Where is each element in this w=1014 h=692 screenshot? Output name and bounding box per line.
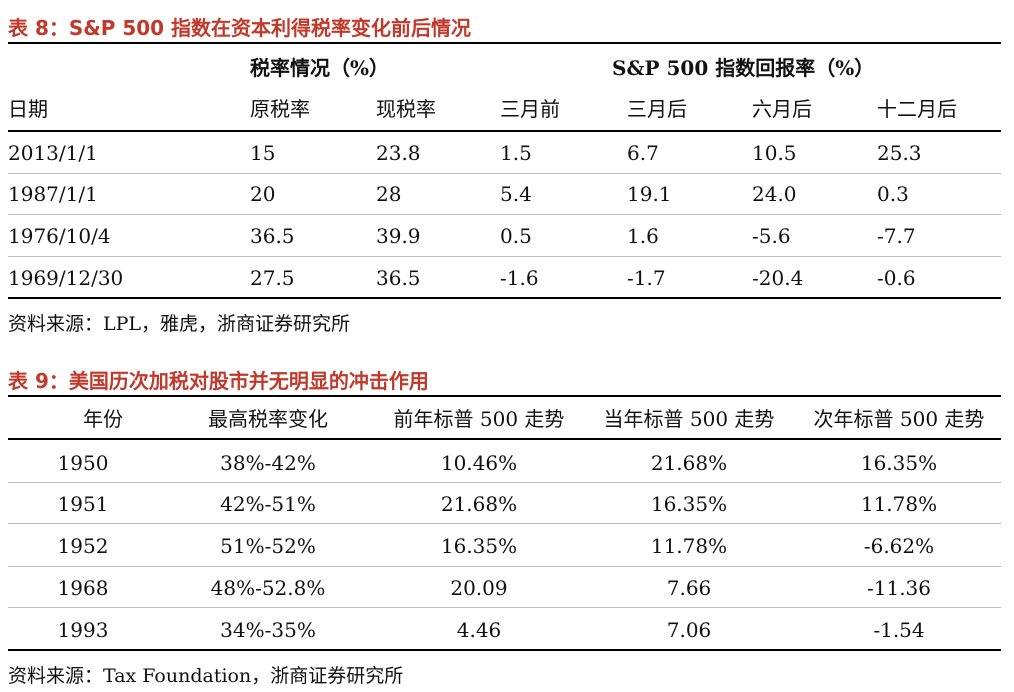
table-cell: 42%-51% [220, 492, 316, 516]
table-9-header-prior-year: 前年标普 500 走势 [393, 407, 565, 431]
table-8-group-tax-rate: 税率情况（%） [250, 56, 390, 80]
table-cell: 1951 [57, 492, 109, 516]
table-cell: 27.5 [250, 266, 295, 290]
table-cell: 20 [250, 182, 276, 206]
table-cell: -1.54 [873, 618, 925, 642]
table-cell: 11.78% [860, 492, 938, 516]
table-cell: -1.7 [627, 266, 666, 290]
table-cell: -7.7 [877, 224, 916, 248]
table-cell: 21.68% [650, 451, 728, 475]
row-divider [8, 566, 1001, 567]
table-cell: -6.62% [863, 534, 935, 558]
table-cell: 0.5 [500, 224, 532, 248]
table-cell: 34%-35% [220, 618, 316, 642]
table-cell: 1987/1/1 [8, 182, 98, 206]
row-divider [8, 214, 1001, 215]
table-cell: 23.8 [376, 141, 421, 165]
table-8-top-rule [8, 42, 1001, 44]
row-divider [8, 173, 1001, 174]
table-9-header-next-year: 次年标普 500 走势 [813, 407, 985, 431]
table-cell: 0.3 [877, 182, 909, 206]
table-cell: 25.3 [877, 141, 922, 165]
table-9-source: 资料来源：Tax Foundation，浙商证券研究所 [8, 665, 404, 687]
table-cell: 36.5 [376, 266, 421, 290]
table-9-header-rule [8, 438, 1001, 440]
table-8-header-old-rate: 原税率 [250, 97, 310, 121]
table-8-header-rule [8, 130, 1001, 132]
table-8-header-3m-after: 三月后 [627, 97, 687, 121]
table-cell: 1993 [57, 618, 109, 642]
row-divider [8, 607, 1001, 608]
table-cell: 7.06 [666, 618, 712, 642]
table-cell: 10.46% [440, 451, 518, 475]
table-cell: 1969/12/30 [8, 266, 124, 290]
table-9-header-year: 年份 [83, 407, 123, 431]
table-cell: -0.6 [877, 266, 916, 290]
table-cell: 21.68% [440, 492, 518, 516]
table-8-group-returns: S&P 500 指数回报率（%） [612, 56, 875, 80]
table-9-header-rate-change: 最高税率变化 [208, 407, 328, 431]
table-cell: 19.1 [627, 182, 672, 206]
table-cell: 1952 [57, 534, 109, 558]
table-cell: 28 [376, 182, 402, 206]
table-cell: 20.09 [450, 576, 508, 600]
table-cell: 16.35% [860, 451, 938, 475]
table-cell: -1.6 [500, 266, 539, 290]
table-8-header-12m-after: 十二月后 [877, 97, 957, 121]
table-cell: 24.0 [752, 182, 797, 206]
table-9-top-rule [8, 395, 1001, 397]
table-cell: 4.46 [456, 618, 502, 642]
table-cell: 48%-52.8% [210, 576, 326, 600]
table-cell: -11.36 [866, 576, 931, 600]
table-cell: 51%-52% [220, 534, 316, 558]
table-cell: 6.7 [627, 141, 659, 165]
row-divider [8, 523, 1001, 524]
row-divider [8, 482, 1001, 483]
table-8-header-6m-after: 六月后 [752, 97, 812, 121]
table-cell: 16.35% [440, 534, 518, 558]
table-8-bottom-rule [8, 297, 1001, 299]
table-9-header-same-year: 当年标普 500 走势 [603, 407, 775, 431]
row-divider [8, 256, 1001, 257]
table-cell: 39.9 [376, 224, 421, 248]
table-cell: 10.5 [752, 141, 797, 165]
table-8-source: 资料来源：LPL，雅虎，浙商证券研究所 [8, 313, 351, 335]
table-9-bottom-rule [8, 649, 1001, 651]
table-cell: -20.4 [752, 266, 804, 290]
table-cell: 1.6 [627, 224, 659, 248]
table-cell: 7.66 [666, 576, 712, 600]
table-8-header-3m-before: 三月前 [500, 97, 560, 121]
table-cell: 11.78% [650, 534, 728, 558]
table-cell: 1.5 [500, 141, 532, 165]
table-cell: 38%-42% [220, 451, 316, 475]
table-cell: 1950 [57, 451, 109, 475]
table-cell: 5.4 [500, 182, 532, 206]
table-cell: -5.6 [752, 224, 791, 248]
table-cell: 16.35% [650, 492, 728, 516]
table-8-header-new-rate: 现税率 [376, 97, 436, 121]
table-cell: 1968 [57, 576, 109, 600]
table-9-title: 表 9：美国历次加税对股市并无明显的冲击作用 [8, 369, 429, 393]
table-8-title: 表 8：S&P 500 指数在资本利得税率变化前后情况 [8, 16, 472, 40]
table-cell: 15 [250, 141, 276, 165]
table-cell: 36.5 [250, 224, 295, 248]
table-cell: 1976/10/4 [8, 224, 111, 248]
table-8-header-date: 日期 [8, 97, 48, 121]
table-cell: 2013/1/1 [8, 141, 98, 165]
